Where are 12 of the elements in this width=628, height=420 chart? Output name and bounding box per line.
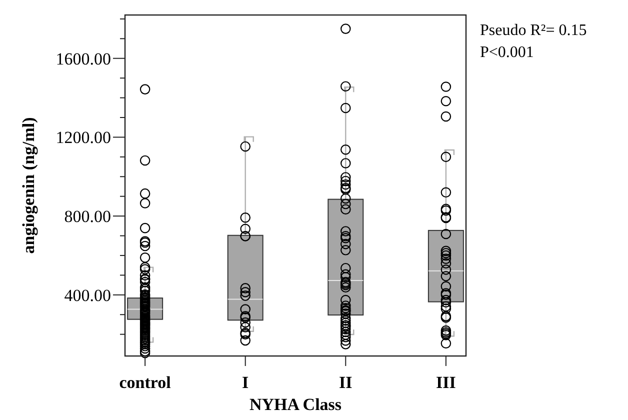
x-tick-label: III	[436, 373, 456, 392]
x-tick-label: II	[339, 373, 353, 392]
y-tick-label: 800.00	[64, 207, 111, 226]
text: P<0.001	[480, 44, 534, 61]
y-tick-label: 400.00	[64, 286, 111, 305]
x-tick-label: control	[119, 373, 172, 392]
x-axis-title: NYHA Class	[249, 395, 342, 414]
text: Pseudo R²= 0.15	[480, 22, 587, 39]
y-tick-label: 1200.00	[56, 128, 111, 148]
y-tick-label: 1600.00	[56, 49, 111, 68]
y-axis-title: angiogenin (ng/ml)	[19, 117, 38, 254]
x-tick-label: I	[242, 373, 250, 392]
